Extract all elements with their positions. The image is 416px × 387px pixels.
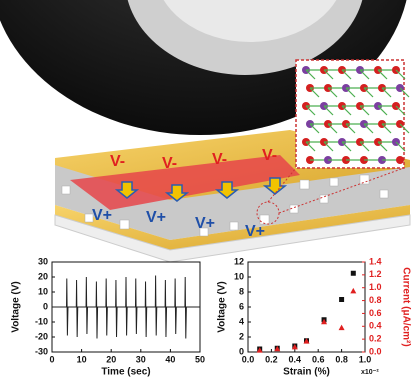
x-tick-label: 10 xyxy=(77,354,87,364)
figure: V-V-V-V-V+V+V+V+ 01020304050-30-20-10010… xyxy=(0,0,416,387)
y-axis-label: Voltage (V) xyxy=(11,281,22,332)
y-tick-label: -20 xyxy=(35,331,48,341)
x-tick-label: 0.8 xyxy=(335,354,348,364)
y-tick-label: 12 xyxy=(234,256,244,266)
v-minus-label: V- xyxy=(110,153,125,170)
point xyxy=(350,288,356,294)
y2-tick-label: 0.4 xyxy=(369,321,382,331)
y-tick-label: 8 xyxy=(239,286,244,296)
y2-tick-label: 1.4 xyxy=(369,256,382,266)
y-tick-label: -10 xyxy=(35,316,48,326)
y-tick-label: 0 xyxy=(239,346,244,356)
y-tick-label: 10 xyxy=(234,271,244,281)
x-tick-label: 30 xyxy=(136,354,146,364)
x-tick-label: 20 xyxy=(106,354,116,364)
voltage-line xyxy=(52,276,200,339)
y-tick-label: -30 xyxy=(35,346,48,356)
illustration: V- V- V- V- V+ V+ V+ V+ xyxy=(0,0,410,262)
y2-tick-label: 0.2 xyxy=(369,334,382,344)
x-multiplier: x10⁻² xyxy=(361,369,379,376)
x-tick-label: 50 xyxy=(195,354,205,364)
x-tick-label: 0.6 xyxy=(312,354,325,364)
x-axis-label: Time (sec) xyxy=(101,367,150,378)
y2-tick-label: 1.0 xyxy=(369,282,382,292)
x-axis-label: Strain (%) xyxy=(283,367,330,378)
point xyxy=(339,325,345,331)
y-tick-label: 4 xyxy=(239,316,244,326)
y-tick-label: 20 xyxy=(38,271,48,281)
point xyxy=(351,271,356,276)
y-axis-label: Voltage (V) xyxy=(217,281,228,332)
v-plus-label: V+ xyxy=(245,223,265,240)
x-tick-label: 0.2 xyxy=(265,354,278,364)
y2-axis-label: Current (μA/cm²) xyxy=(400,267,411,346)
y-tick-label: 2 xyxy=(239,331,244,341)
v-plus-label: V+ xyxy=(92,207,112,224)
v-plus-label: V+ xyxy=(146,209,166,226)
y2-tick-label: 0.0 xyxy=(369,346,382,356)
v-minus-label: V- xyxy=(162,155,177,172)
x-tick-label: 0.4 xyxy=(289,354,302,364)
point xyxy=(339,297,344,302)
y-tick-label: 30 xyxy=(38,256,48,266)
atom xyxy=(396,156,404,164)
v-plus-label: V+ xyxy=(195,215,215,232)
v-minus-label: V- xyxy=(212,151,227,168)
x-tick-label: 0 xyxy=(49,354,54,364)
y2-tick-label: 1.2 xyxy=(369,269,382,279)
y2-tick-label: 0.6 xyxy=(369,308,382,318)
y-tick-label: 10 xyxy=(38,286,48,296)
v-minus-label: V- xyxy=(262,147,277,164)
x-tick-label: 40 xyxy=(165,354,175,364)
y-tick-label: 0 xyxy=(43,301,48,311)
y2-tick-label: 0.8 xyxy=(369,295,382,305)
y-tick-label: 6 xyxy=(239,301,244,311)
